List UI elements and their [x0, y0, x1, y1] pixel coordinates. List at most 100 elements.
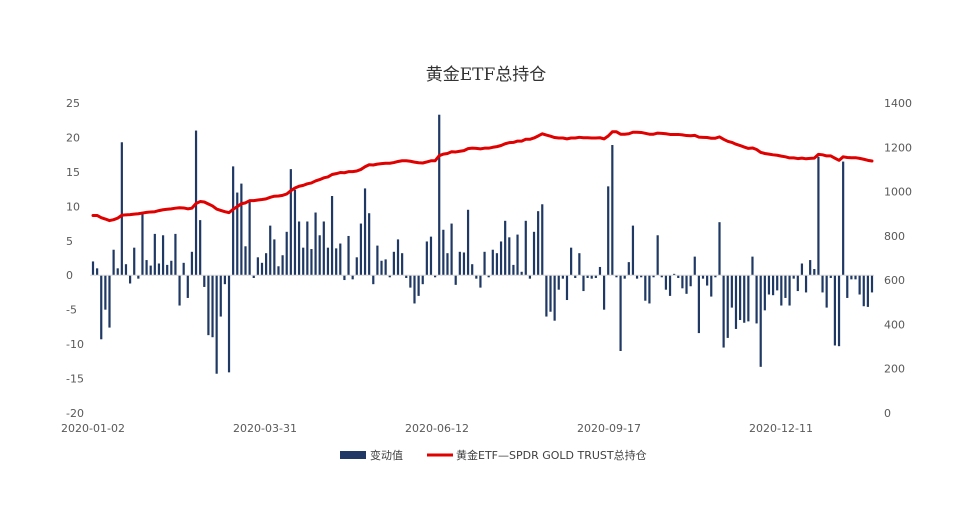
change-bar: [586, 275, 589, 278]
change-bar: [508, 237, 511, 276]
change-bar: [108, 275, 111, 328]
change-bar: [561, 275, 564, 279]
change-bar: [161, 235, 165, 276]
change-bar: [755, 275, 758, 324]
change-bar: [157, 263, 161, 276]
change-bar: [677, 275, 680, 278]
change-bar: [277, 266, 280, 276]
change-bar: [784, 275, 787, 298]
change-bar: [813, 269, 816, 276]
change-bar: [145, 260, 148, 276]
change-bar: [557, 275, 560, 290]
change-bar: [182, 262, 185, 276]
change-bar: [289, 169, 292, 276]
change-bar: [652, 275, 655, 278]
change-bar: [401, 253, 404, 276]
change-bar: [363, 188, 367, 276]
change-bar: [343, 275, 346, 281]
change-bar: [809, 260, 812, 276]
change-bar: [817, 156, 820, 276]
change-bar: [718, 222, 721, 276]
change-bar: [409, 275, 412, 288]
change-bar: [368, 213, 371, 276]
change-bar: [648, 275, 651, 304]
change-bar: [850, 275, 853, 280]
change-bar: [207, 275, 210, 336]
change-bar: [734, 275, 738, 329]
change-bar: [726, 275, 729, 338]
change-bar: [475, 275, 478, 279]
change-bar: [578, 253, 581, 276]
left-tick-label: 25: [66, 97, 80, 110]
change-bar: [330, 196, 334, 276]
change-bar: [796, 275, 799, 292]
change-bar: [265, 253, 268, 276]
change-bar: [598, 266, 602, 276]
change-bar: [396, 239, 400, 276]
change-bar: [553, 275, 556, 321]
change-bar: [285, 231, 288, 276]
change-bar: [668, 275, 672, 296]
change-bar: [359, 223, 363, 276]
change-bar: [854, 275, 857, 280]
change-bar: [837, 275, 841, 347]
change-bar: [714, 275, 717, 278]
change-bar: [141, 211, 144, 276]
left-tick-label: 20: [66, 131, 80, 144]
change-bar: [170, 260, 173, 276]
change-bar: [842, 161, 845, 276]
change-bar: [537, 211, 540, 276]
x-tick-label: 2020-06-12: [405, 422, 469, 435]
change-bar: [314, 212, 317, 276]
left-tick-label: 15: [66, 166, 80, 179]
right-tick-label: 0: [884, 407, 891, 420]
change-bar: [776, 275, 779, 291]
change-bar: [203, 275, 206, 287]
change-bar: [739, 275, 742, 320]
change-bar: [846, 275, 849, 298]
change-bar: [302, 247, 305, 276]
change-bar: [491, 249, 494, 276]
change-bar: [442, 229, 445, 276]
change-bar: [149, 265, 152, 276]
legend-label-line: 黄金ETF—SPDR GOLD TRUST总持仓: [456, 448, 647, 462]
change-bar: [190, 251, 194, 276]
change-bar: [96, 268, 99, 276]
change-bar: [549, 275, 552, 312]
x-axis: 2020-01-02 2020-03-31 2020-06-12 2020-09-17…: [61, 422, 813, 435]
right-tick-label: 800: [884, 230, 905, 243]
change-bar: [722, 275, 725, 348]
change-bar: [590, 275, 593, 279]
change-bar: [215, 275, 218, 374]
change-bar: [232, 166, 235, 276]
change-bar: [611, 145, 614, 276]
change-bar: [260, 262, 264, 276]
change-bar: [236, 192, 239, 276]
change-bar: [434, 275, 437, 278]
change-bar: [335, 248, 338, 276]
change-bar: [462, 252, 466, 276]
change-bar: [293, 189, 297, 276]
change-bar: [281, 255, 284, 276]
change-bar: [483, 251, 486, 276]
chart-title: 黄金ETF总持仓: [426, 65, 547, 85]
change-bar: [788, 275, 791, 306]
change-bar: [446, 253, 449, 276]
change-bar: [570, 247, 573, 276]
right-tick-label: 600: [884, 274, 905, 287]
change-bar: [454, 275, 457, 285]
change-bar: [413, 275, 416, 304]
change-bar: [545, 275, 548, 317]
x-tick-label: 2020-03-31: [233, 422, 297, 435]
change-bar: [520, 271, 523, 276]
holdings-line: [91, 130, 874, 223]
change-bar: [747, 275, 750, 322]
change-bar: [438, 114, 441, 276]
change-bar: [91, 261, 95, 276]
change-bar: [227, 275, 231, 373]
change-bar: [392, 251, 395, 276]
legend-swatch-bar: [340, 451, 366, 459]
change-bar: [804, 275, 808, 293]
change-bar: [310, 249, 313, 276]
